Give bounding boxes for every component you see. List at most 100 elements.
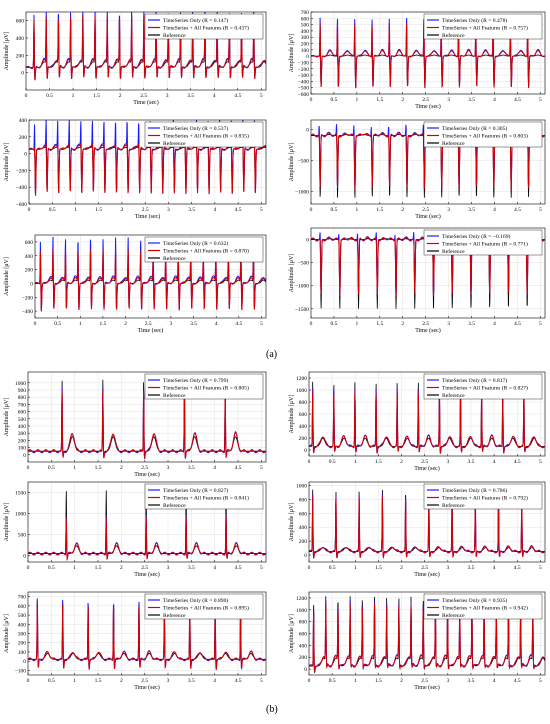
- y-tick-label-a6-3: 0: [306, 238, 309, 244]
- y-tick-label-a3-4: 200: [19, 135, 28, 141]
- x-tick-label-a5-5: 2.5: [145, 321, 152, 327]
- y-tick-label-a6-0: −1500: [295, 307, 309, 313]
- x-tick-label-b6-8: 4: [493, 678, 496, 684]
- chart-panel-b6: 0 0.5 1 1.5 2 2.5 3 3.5 4 4.5 5 0 200 400 600 800 1000 12…: [289, 591, 546, 691]
- x-tick-label-b4-10: 5: [539, 565, 542, 571]
- y-axis-label-a4: Amplitude [μV]: [289, 143, 295, 182]
- y-axis-label-a6: Amplitude [μV]: [289, 254, 295, 293]
- x-tick-label-a4-7: 3.5: [468, 207, 475, 213]
- x-tick-label-a6-2: 1: [356, 321, 359, 327]
- y-tick-label-a2-10: 400: [301, 29, 310, 35]
- x-tick-label-b3-0: 0: [27, 565, 30, 571]
- x-tick-label-a2-2: 1: [356, 97, 359, 103]
- x-tick-label-a2-4: 2: [401, 97, 404, 103]
- y-tick-label-b6-0: 0: [304, 667, 307, 673]
- x-tick-label-b5-10: 5: [260, 678, 263, 684]
- legend-label-b3-2: Reference: [163, 502, 186, 509]
- y-tick-label-b6-3: 600: [299, 632, 308, 638]
- y-tick-label-b4-5: 1000: [296, 483, 307, 489]
- x-tick-label-a4-3: 1.5: [376, 207, 383, 213]
- x-tick-label-b1-0: 0: [27, 465, 30, 471]
- legend-label-b2-0: TimeSeries Only (R = 0.817): [442, 377, 507, 384]
- x-axis-label-b5: Time (sec): [134, 684, 160, 691]
- y-tick-label-b2-0: 0: [304, 448, 307, 454]
- y-tick-label-b6-4: 800: [299, 620, 308, 626]
- legend-label-b3-0: TimeSeries Only (R = 0.827): [163, 487, 228, 494]
- plot-frame-a4: [310, 119, 546, 205]
- y-tick-label-b5-8: 700: [18, 595, 27, 601]
- plot-frame-a6: [310, 227, 546, 319]
- x-tick-label-a3-0: 0: [28, 207, 31, 213]
- x-tick-label-a4-6: 3: [447, 207, 450, 213]
- x-tick-label-a4-4: 2: [401, 207, 404, 213]
- plot-frame-b4: [308, 481, 546, 563]
- y-tick-label-b1-4: 400: [18, 424, 27, 430]
- part-a-label: (a): [266, 349, 278, 360]
- x-tick-label-a3-8: 4: [214, 207, 217, 213]
- series-line-red-a5: [35, 248, 266, 312]
- series-line-red-a2: [311, 23, 545, 88]
- x-axis-label-a4: Time (sec): [415, 213, 441, 220]
- x-tick-label-b6-6: 3: [446, 678, 449, 684]
- y-tick-label-b1-5: 500: [18, 417, 27, 423]
- legend-label-b6-2: Reference: [442, 612, 465, 619]
- x-tick-label-b2-10: 5: [539, 459, 542, 465]
- x-axis-label-a3: Time (sec): [135, 213, 161, 220]
- x-tick-label-b3-1: 0.5: [48, 565, 55, 571]
- legend-box-a4: [423, 121, 543, 148]
- y-tick-label-a2-7: 100: [301, 48, 310, 54]
- y-tick-label-a5-2: 0: [30, 281, 33, 287]
- y-tick-label-a2-8: 200: [301, 42, 310, 48]
- y-tick-label-b4-2: 400: [299, 525, 308, 531]
- y-tick-label-b1-2: 200: [18, 438, 27, 444]
- x-tick-label-a1-8: 4: [213, 93, 216, 99]
- y-tick-label-b5-4: 300: [18, 632, 27, 638]
- x-tick-label-b2-1: 0.5: [329, 459, 336, 465]
- x-tick-label-a6-9: 4.5: [514, 321, 521, 327]
- x-axis-label-b3: Time (sec): [134, 571, 160, 578]
- x-tick-label-a1-2: 1: [72, 93, 75, 99]
- series-line-ref-a3: [29, 144, 266, 191]
- x-tick-label-b4-0: 0: [308, 565, 311, 571]
- legend-box-b6: [423, 593, 543, 620]
- y-tick-label-b1-8: 800: [18, 395, 27, 401]
- x-tick-label-b1-3: 1.5: [95, 465, 102, 471]
- x-tick-label-b5-7: 3.5: [188, 678, 195, 684]
- x-tick-label-a6-10: 5: [539, 321, 542, 327]
- legend-label-a5-1: TimeSeries + All Features (R = 0.870): [163, 248, 249, 255]
- legend-b4: TimeSeries Only (R = 0.786)TimeSeries + …: [423, 483, 543, 510]
- y-tick-label-b5-0: −100: [15, 668, 27, 674]
- x-tick-label-b4-4: 2: [400, 565, 403, 571]
- x-tick-label-a5-6: 3: [170, 321, 173, 327]
- x-axis-label-a2: Time (sec): [415, 103, 441, 110]
- x-axis-label-b1: Time (sec): [134, 471, 160, 478]
- x-tick-label-b6-3: 1.5: [375, 678, 382, 684]
- x-tick-label-a5-7: 3.5: [190, 321, 197, 327]
- legend-label-b5-2: Reference: [163, 612, 186, 619]
- y-tick-label-a2-2: −400: [298, 79, 310, 85]
- x-tick-label-b1-6: 3: [167, 465, 170, 471]
- x-tick-label-a6-0: 0: [310, 321, 313, 327]
- y-axis-label-b6: Amplitude [μV]: [289, 614, 295, 653]
- y-tick-label-b4-3: 600: [299, 511, 308, 517]
- x-tick-label-b5-2: 1: [73, 678, 76, 684]
- y-tick-label-b2-2: 400: [299, 424, 308, 430]
- legend-a6: TimeSeries Only (R = −0.169)TimeSeries +…: [423, 229, 543, 256]
- legend-box-a3: [144, 121, 264, 148]
- x-tick-label-b4-8: 4: [493, 565, 496, 571]
- x-tick-label-b3-9: 4.5: [235, 565, 242, 571]
- y-axis-label-a3: Amplitude [μV]: [4, 143, 10, 182]
- x-tick-label-b2-3: 1.5: [375, 459, 382, 465]
- y-axis-label-a1: Amplitude [μV]: [4, 32, 10, 71]
- y-tick-label-b5-3: 200: [18, 641, 27, 647]
- y-tick-label-a5-3: 200: [25, 268, 34, 274]
- x-tick-label-b2-2: 1: [354, 459, 357, 465]
- x-tick-label-a6-4: 2: [401, 321, 404, 327]
- legend-label-a3-2: Reference: [163, 140, 186, 147]
- x-tick-label-a5-8: 4: [215, 321, 218, 327]
- x-tick-label-b5-5: 2.5: [141, 678, 148, 684]
- x-tick-label-a1-10: 5: [260, 93, 263, 99]
- x-tick-label-b5-1: 0.5: [48, 678, 55, 684]
- y-axis-label-b1: Amplitude [μV]: [4, 398, 10, 437]
- legend-b1: TimeSeries Only (R = 0.799)TimeSeries + …: [144, 373, 264, 400]
